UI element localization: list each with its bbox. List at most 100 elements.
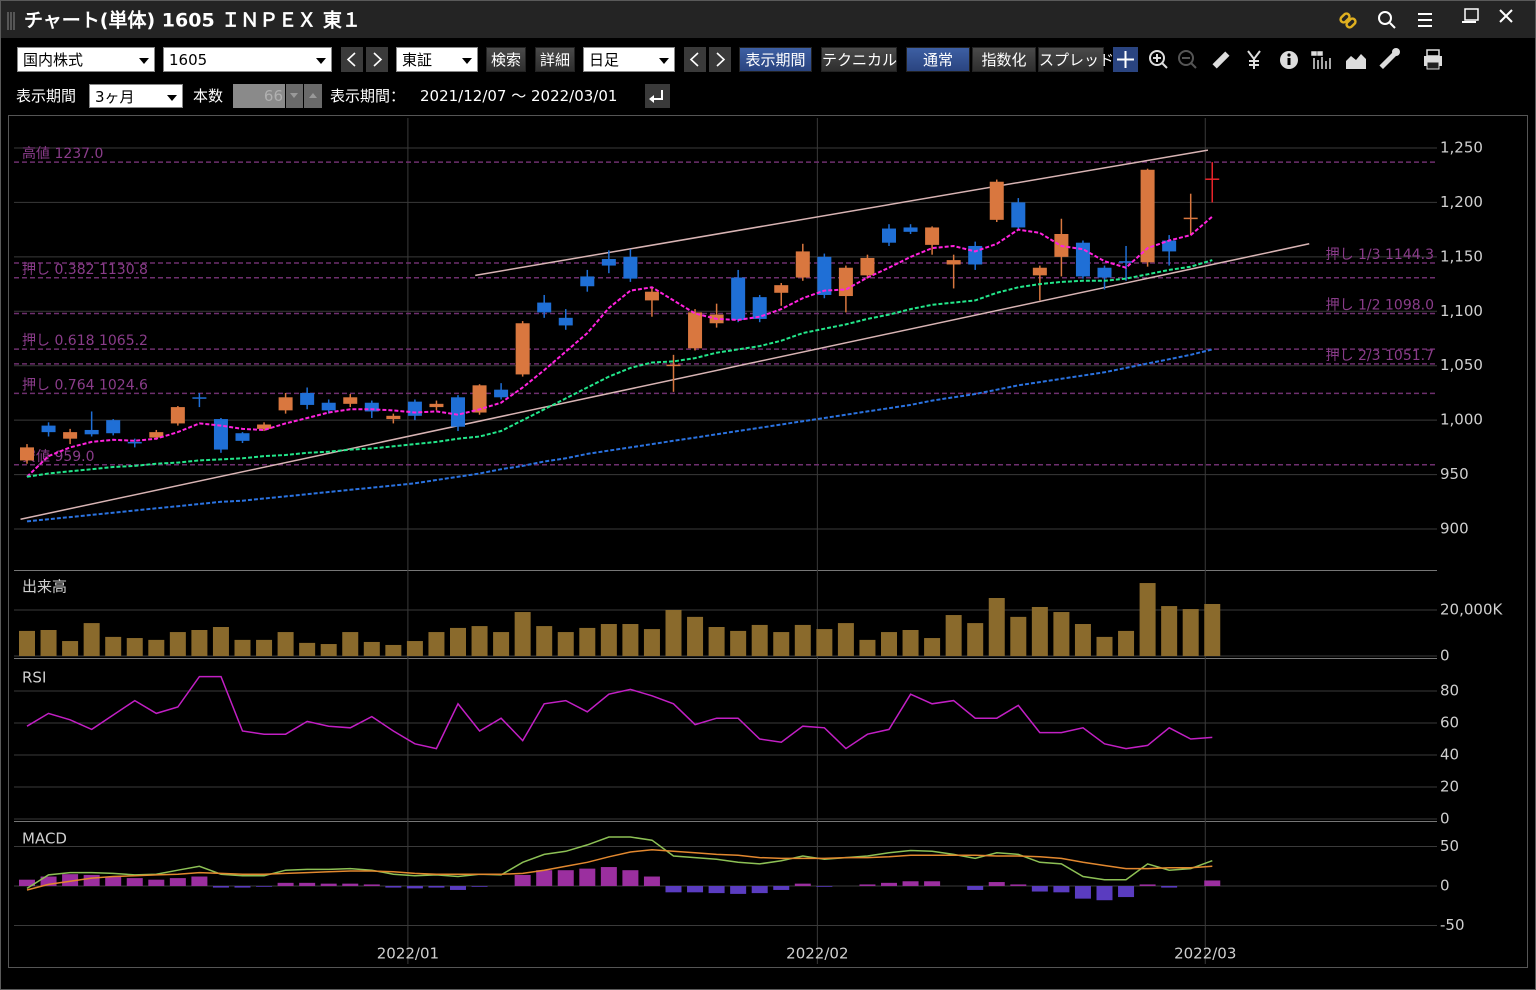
search-button[interactable]: 検索 — [486, 47, 526, 72]
grip — [7, 12, 15, 30]
volume-bar — [1074, 624, 1091, 656]
candle-body — [149, 432, 164, 438]
volume-bar — [579, 627, 596, 656]
y-tick-label: 1,100 — [1440, 302, 1483, 320]
level-label: 高値 1237.0 — [22, 145, 103, 162]
draw-tool[interactable] — [1212, 51, 1230, 69]
y-tick-label: 900 — [1440, 520, 1469, 538]
zoom-in-tool[interactable] — [1149, 50, 1168, 69]
candle-body — [515, 323, 530, 375]
candle-body — [774, 285, 789, 293]
next-date-button[interactable] — [709, 47, 731, 72]
normal-button[interactable]: 通常 — [906, 47, 970, 72]
period-select[interactable]: 3ヶ月 — [89, 84, 183, 108]
print-tool[interactable] — [1424, 49, 1442, 70]
volume-bar — [363, 641, 380, 656]
reset-period-button[interactable] — [645, 84, 670, 108]
y-tick-label: 40 — [1440, 746, 1459, 764]
maximize-button[interactable] — [1464, 8, 1479, 21]
candle-body — [106, 420, 121, 434]
volume-bar — [687, 616, 704, 656]
candle-body — [364, 402, 379, 412]
macd-histogram-bar — [363, 884, 380, 887]
macd-histogram-bar — [191, 876, 208, 887]
period-button[interactable]: 表示期間 — [739, 47, 812, 72]
candle-body — [472, 385, 487, 413]
volume-bar — [493, 632, 510, 656]
volume-bar — [773, 632, 790, 656]
exchange-select[interactable]: 東証 — [396, 47, 478, 72]
interval-select[interactable]: 日足 — [583, 47, 675, 72]
candle-body — [20, 447, 34, 461]
y-tick-label: 1,250 — [1440, 138, 1483, 156]
volume-bar — [299, 642, 316, 656]
macd-line — [26, 848, 1213, 891]
interval-value: 日足 — [589, 51, 620, 69]
currency-tool[interactable] — [1247, 50, 1261, 69]
panel-separators — [14, 570, 1437, 822]
volume-bar — [859, 639, 876, 656]
candle-body — [41, 425, 56, 433]
macd-histogram-bar — [126, 878, 143, 887]
volume-bar — [902, 629, 919, 656]
macd-histogram-bar — [859, 884, 876, 887]
candle-body — [1075, 242, 1090, 277]
candle-body — [817, 256, 832, 295]
period-label: 表示期間 — [16, 87, 77, 105]
settings-tool[interactable] — [1379, 48, 1400, 70]
volume-bar — [967, 623, 984, 656]
level-label: 安値 959.0 — [22, 449, 95, 465]
candle-body — [300, 392, 315, 405]
candle-body — [1162, 240, 1177, 252]
volume-bar — [794, 624, 811, 656]
volume-bar — [62, 641, 79, 656]
range-label: 表示期間： — [330, 87, 406, 105]
code-value: 1605 — [169, 51, 208, 69]
macd-histogram-bar — [169, 878, 186, 887]
candle-body — [752, 297, 767, 319]
market-select[interactable]: 国内株式 — [17, 47, 155, 72]
macd-histogram-bar — [83, 874, 100, 887]
y-tick-label: 60 — [1440, 714, 1459, 732]
candle-body — [63, 432, 78, 439]
spread-button[interactable]: スプレッド — [1038, 47, 1114, 72]
close-button[interactable] — [1499, 9, 1513, 23]
candle-body — [731, 277, 746, 320]
info-tool[interactable] — [1280, 51, 1298, 69]
technical-button[interactable]: テクニカル — [821, 47, 897, 72]
volume-bar — [924, 638, 941, 656]
search-icon[interactable] — [1378, 11, 1396, 29]
my-tool[interactable] — [1311, 51, 1331, 69]
macd-histogram-bar — [1139, 884, 1156, 887]
macd-histogram-bar — [643, 876, 660, 887]
volume-bar — [105, 636, 122, 656]
macd-histogram-bar — [988, 882, 1005, 887]
macd-histogram-bar — [19, 879, 35, 887]
y-tick-label: 1,150 — [1440, 247, 1483, 265]
prev-date-button[interactable] — [684, 47, 706, 72]
volume-bar — [1010, 616, 1027, 656]
range-value: 2021/12/07 ～ 2022/03/01 — [420, 87, 618, 105]
candle-body — [1140, 169, 1155, 263]
link-icon[interactable] — [1339, 12, 1357, 29]
menu-icon[interactable] — [1418, 13, 1432, 27]
macd-histogram-bar — [320, 883, 337, 887]
area-tool[interactable] — [1346, 54, 1366, 69]
window-title: チャート(単体) 1605 ＩＮＰＥＸ 東１ — [24, 9, 361, 32]
panel-title: MACD — [22, 830, 67, 848]
macd-histogram-bar — [816, 886, 833, 887]
volume-bar — [406, 641, 423, 656]
macd-histogram-bar — [687, 886, 704, 893]
candle-body — [644, 291, 659, 301]
crosshair-tool[interactable] — [1113, 47, 1138, 72]
prev-code-button[interactable] — [341, 47, 363, 72]
candle-body — [989, 181, 1004, 220]
index-button[interactable]: 指数化 — [972, 47, 1036, 72]
detail-button[interactable]: 詳細 — [535, 47, 575, 72]
code-select[interactable]: 1605 — [163, 47, 332, 72]
next-code-button[interactable] — [366, 47, 388, 72]
y-tick-label: 0 — [1440, 810, 1450, 828]
zoom-out-tool[interactable] — [1178, 50, 1197, 69]
